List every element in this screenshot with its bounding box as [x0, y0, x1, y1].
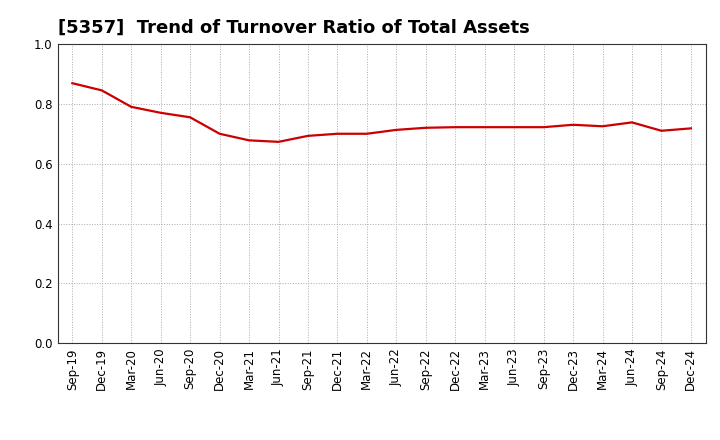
- Text: [5357]  Trend of Turnover Ratio of Total Assets: [5357] Trend of Turnover Ratio of Total …: [58, 19, 529, 37]
